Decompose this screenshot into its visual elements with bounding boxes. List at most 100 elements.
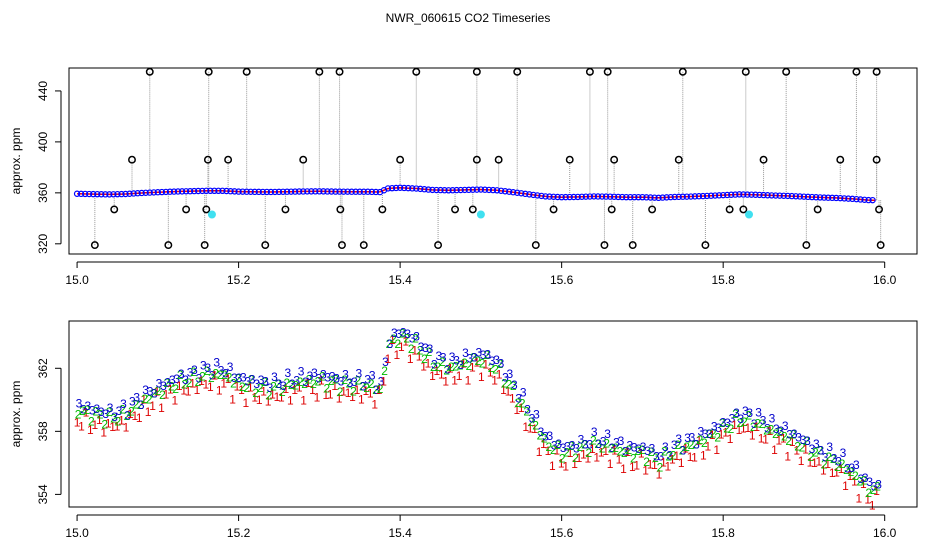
detail-points: 1231231231231231231231231231231231231231…: [74, 326, 882, 513]
detail-series-2-point: 2: [332, 373, 339, 387]
detail-series-1-point: 1: [682, 442, 689, 456]
detail-series-1-point: 1: [616, 452, 623, 466]
detail-series-1-point: 1: [358, 392, 365, 406]
detail-series-3-point: 3: [271, 370, 278, 384]
detail-series-2-point: 2: [861, 474, 868, 488]
detail-series-1-point: 1: [696, 433, 703, 447]
detail-series-1-point: 1: [349, 390, 356, 404]
detail-series-1-point: 1: [474, 356, 481, 370]
detail-series-2-point: 2: [581, 437, 588, 451]
overview-y-tick-label: 400: [36, 132, 50, 152]
overview-data-point: [501, 188, 509, 195]
detail-series-2-point: 2: [750, 420, 757, 434]
overview-data-point: [437, 186, 444, 194]
detail-series-1-point: 1: [407, 352, 414, 366]
detail-series-3-point: 3: [133, 391, 140, 405]
detail-series-3-point: 3: [307, 369, 314, 383]
overview-data-point: [384, 185, 392, 192]
overview-data-point: [768, 192, 775, 199]
detail-series-3-point: 3: [475, 345, 482, 359]
detail-series-1-point: 1: [496, 367, 503, 381]
detail-series-3-point: 3: [840, 446, 847, 460]
overview-outlier-point: [451, 205, 459, 214]
detail-series-3-point: 3: [324, 370, 331, 384]
detail-series-3-point: 3: [120, 397, 127, 411]
overview-outlier-point: [338, 241, 346, 250]
overview-data-point: [207, 187, 214, 195]
detail-series-1-point: 1: [416, 350, 423, 364]
overview-data-point: [372, 188, 380, 196]
detail-series-2-point: 2: [852, 469, 859, 483]
detail-series-1-point: 1: [780, 431, 787, 445]
overview-data-point: [182, 188, 190, 195]
detail-series-2-point: 2: [785, 434, 792, 448]
overview-data-point: [647, 194, 654, 201]
detail-series-2-point: 2: [106, 405, 113, 419]
detail-series-1-point: 1: [740, 422, 747, 436]
detail-series-1-point: 1: [314, 391, 321, 405]
overview-data-point: [392, 184, 400, 192]
overview-data-point: [219, 187, 226, 195]
overview-outlier-point: [299, 155, 308, 164]
overview-outlier-point: [836, 155, 845, 164]
detail-series-3-point: 3: [231, 371, 238, 385]
overview-data-point: [324, 188, 331, 195]
detail-series-3-point: 3: [844, 462, 851, 476]
chart-title: NWR_060615 CO2 Timeseries: [386, 11, 551, 25]
detail-series-1-point: 1: [638, 447, 645, 461]
overview-outlier-point: [90, 241, 99, 250]
detail-series-1-point: 1: [105, 417, 112, 431]
overview-data-point: [295, 188, 303, 195]
detail-series-1-point: 1: [545, 444, 552, 458]
detail-series-2-point: 2: [763, 423, 770, 437]
detail-series-1-point: 1: [331, 379, 338, 393]
detail-series-2-point: 2: [790, 428, 797, 442]
detail-series-2-point: 2: [639, 443, 646, 457]
overview-data-point: [578, 193, 586, 200]
overview-data-point: [199, 187, 206, 195]
detail-series-2-point: 2: [777, 425, 784, 439]
overview-data-point: [485, 186, 493, 194]
detail-series-1-point: 1: [838, 462, 845, 476]
overview-data-point: [340, 188, 347, 195]
overview-data-point: [287, 188, 295, 195]
overview-data-point: [558, 193, 565, 201]
detail-series-3-point: 3: [800, 433, 807, 447]
detail-series-3-point: 3: [258, 373, 265, 387]
detail-series-1-point: 1: [789, 435, 796, 449]
detail-series-1-point: 1: [434, 364, 441, 378]
detail-series-2-point: 2: [701, 436, 708, 450]
detail-series-2-point: 2: [506, 377, 513, 391]
detail-series-2-point: 2: [239, 380, 246, 394]
overview-data-point: [505, 188, 513, 195]
overview-data-point: [235, 188, 242, 195]
detail-series-3-point: 3: [138, 398, 145, 412]
overview-data-point: [635, 193, 642, 201]
detail-series-2-point: 2: [452, 359, 459, 373]
detail-series-1-point: 1: [856, 491, 863, 505]
detail-series-3-point: 3: [857, 472, 864, 486]
overview-outlier-point: [813, 205, 822, 214]
detail-series-1-point: 1: [345, 386, 352, 400]
detail-series-3-point: 3: [609, 441, 616, 455]
detail-series-1-point: 1: [265, 394, 272, 408]
detail-series-2-point: 2: [110, 411, 117, 425]
detail-series-3-point: 3: [404, 327, 411, 341]
detail-series-1-point: 1: [620, 462, 627, 476]
detail-series-3-point: 3: [866, 475, 873, 489]
detail-series-2-point: 2: [97, 408, 104, 422]
detail-series-3-point: 3: [151, 387, 158, 401]
overview-data-point: [396, 184, 404, 191]
overview-data-point: [837, 194, 844, 202]
detail-series-3-point: 3: [875, 478, 882, 492]
detail-x-tick-label: 16.0: [873, 526, 897, 540]
detail-series-3-point: 3: [720, 416, 727, 430]
detail-series-3-point: 3: [316, 372, 323, 386]
overview-outlier-point: [565, 155, 574, 164]
detail-series-3-point: 3: [244, 374, 251, 388]
overview-data-point: [514, 189, 521, 196]
detail-series-1-point: 1: [829, 466, 836, 480]
detail-series-1-point: 1: [198, 374, 205, 388]
detail-series-1-point: 1: [398, 340, 405, 354]
detail-series-2-point: 2: [257, 381, 264, 395]
